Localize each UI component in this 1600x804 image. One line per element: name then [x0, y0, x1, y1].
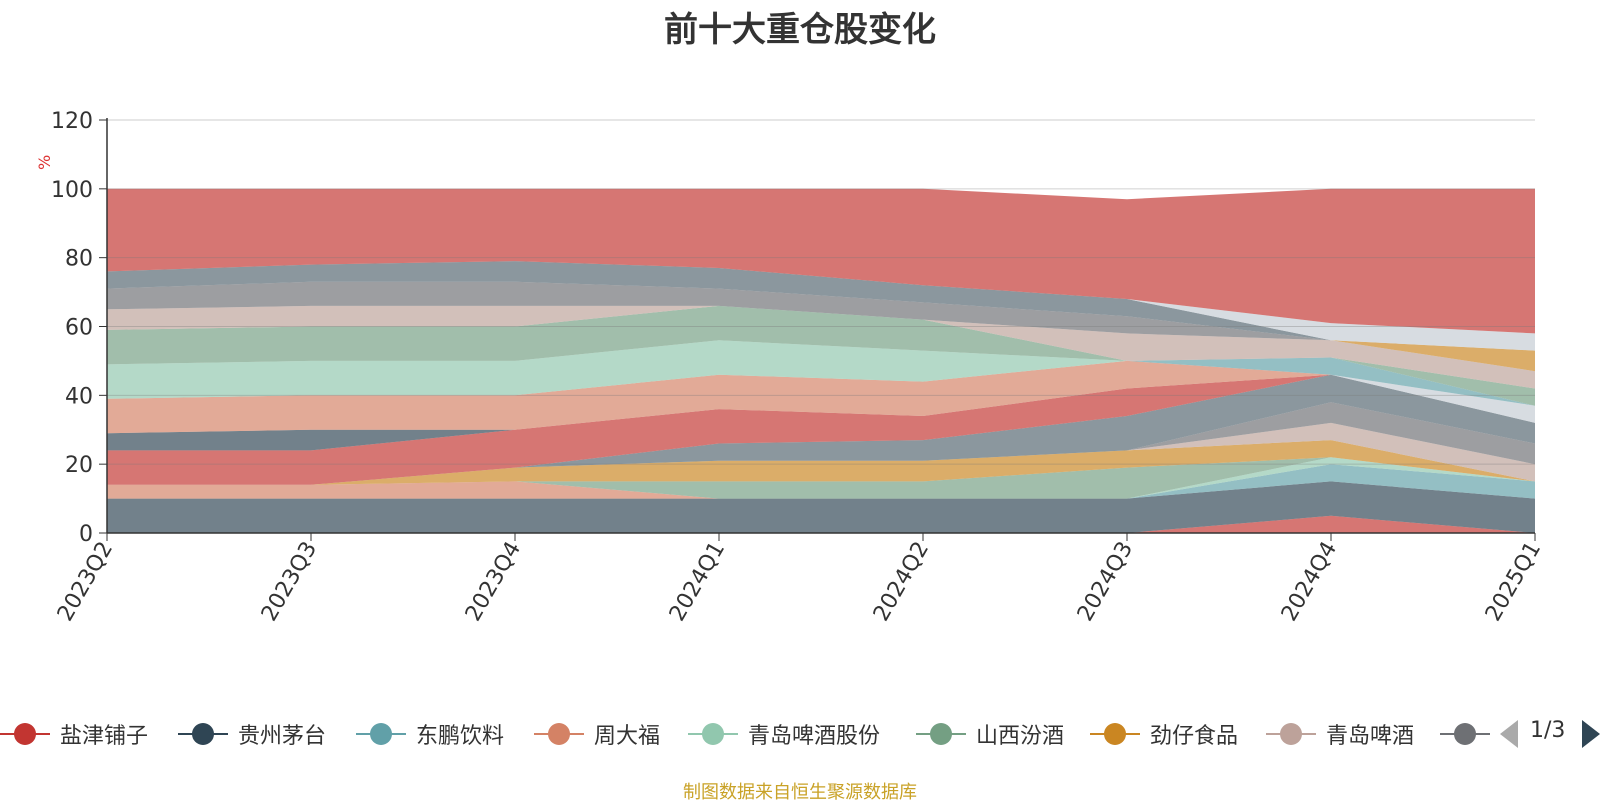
- x-tick-label: 2023Q2: [53, 538, 118, 626]
- x-tick-label: 2024Q1: [665, 538, 730, 626]
- area-series-21: [107, 261, 1535, 351]
- legend-dot-swatch: [14, 723, 36, 745]
- x-tick-label: 2023Q3: [257, 538, 322, 626]
- area-series-2: [107, 481, 1535, 533]
- area-series-16: [107, 340, 1535, 406]
- area-series-5: [107, 457, 1535, 499]
- legend-dot-swatch: [1280, 723, 1302, 745]
- legend-dot-swatch: [1454, 723, 1476, 745]
- area-series-4: [107, 464, 1535, 499]
- legend: 盐津铺子 贵州茅台 东鹏饮料 周大福 青岛啤酒股份 山西汾酒 劲仔食品 青岛啤酒: [0, 716, 1600, 752]
- y-tick-label: 100: [51, 178, 93, 203]
- legend-label: 青岛啤酒股份: [748, 724, 881, 749]
- legend-dot-swatch: [370, 723, 392, 745]
- area-series-7: [107, 440, 1535, 485]
- x-tick-label: 2024Q4: [1277, 538, 1342, 626]
- area-layer: [107, 188, 1535, 533]
- legend-label: 贵州茅台: [238, 724, 327, 749]
- y-tick-label: 20: [65, 453, 93, 478]
- area-series-17: [107, 305, 1535, 406]
- area-series-20: [107, 281, 1535, 351]
- legend-label: 盐津铺子: [60, 724, 149, 749]
- y-tick-label: 60: [65, 316, 93, 341]
- chart-plot: 0 20 40 60 80 100 120 2023Q2 2023Q3 2023Q4 2024Q1 2…: [35, 109, 1546, 626]
- data-source-note: 制图数据来自恒生聚源数据库: [683, 782, 917, 803]
- area-series-22: [107, 261, 1535, 351]
- x-tick-label: 2024Q3: [1073, 538, 1138, 626]
- area-series-3: [107, 464, 1535, 499]
- legend-label: 青岛啤酒: [1326, 724, 1415, 749]
- legend-label: 东鹏饮料: [416, 724, 505, 749]
- area-series-6: [107, 457, 1535, 499]
- y-tick-label: 120: [51, 109, 93, 134]
- area-series-23: [107, 188, 1535, 334]
- area-series-13: [107, 374, 1535, 451]
- legend-dot-swatch: [702, 723, 724, 745]
- x-tick-label: 2023Q4: [461, 538, 526, 626]
- legend-label: 周大福: [594, 724, 661, 749]
- x-tick-label: 2024Q2: [869, 538, 934, 626]
- area-series-12: [107, 374, 1535, 485]
- y-axis-label: %: [35, 155, 54, 170]
- legend-label: 劲仔食品: [1150, 724, 1239, 749]
- legend-dot-swatch: [930, 723, 952, 745]
- legend-page-indicator: 1/3: [1530, 718, 1566, 743]
- y-tick-label: 80: [65, 247, 93, 272]
- legend-dot-swatch: [548, 723, 570, 745]
- legend-prev-button[interactable]: [1500, 720, 1518, 748]
- y-tick-label: 0: [79, 522, 93, 547]
- y-tick-label: 40: [65, 384, 93, 409]
- area-series-1: [107, 515, 1535, 533]
- legend-label: 山西汾酒: [976, 724, 1065, 749]
- legend-dot-swatch: [192, 723, 214, 745]
- legend-dot-swatch: [1104, 723, 1126, 745]
- x-tick-label: 2025Q1: [1481, 538, 1546, 626]
- area-series-18: [107, 305, 1535, 389]
- chart-title: 前十大重仓股变化: [664, 10, 936, 50]
- legend-next-button[interactable]: [1582, 720, 1600, 748]
- area-series-14: [107, 360, 1535, 434]
- area-series-11: [107, 374, 1535, 485]
